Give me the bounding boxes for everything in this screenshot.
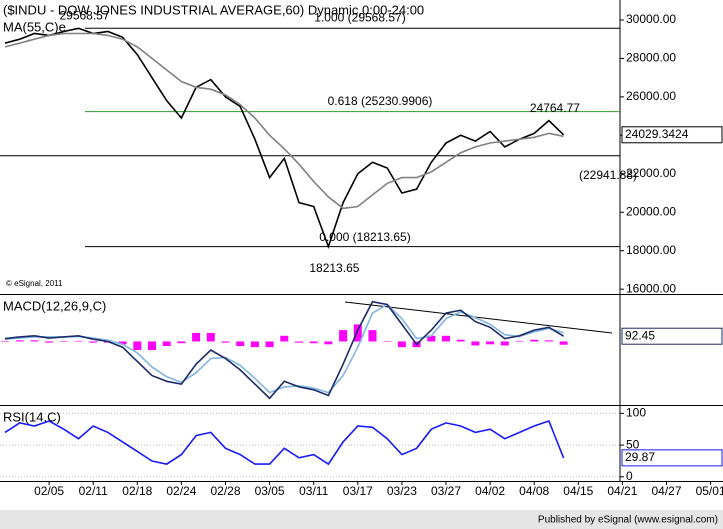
footer-band xyxy=(0,510,723,529)
histogram-bar xyxy=(250,341,259,348)
histogram-bar xyxy=(339,330,348,342)
copyright: © eSignal, 2011 xyxy=(6,279,63,288)
histogram-bar xyxy=(265,341,274,348)
histogram-bar xyxy=(206,332,215,342)
histogram-bar xyxy=(74,340,83,342)
last-value-box xyxy=(621,126,723,144)
histogram-bar xyxy=(118,341,127,345)
histogram-bar xyxy=(221,341,230,343)
x-tick-label: 04/02 xyxy=(475,484,505,498)
last-value-box xyxy=(621,449,723,467)
x-tick-label: 04/15 xyxy=(563,484,593,498)
x-tick-label: 03/27 xyxy=(431,484,461,498)
last-value-label: 24029.3424 xyxy=(625,127,689,141)
panel-label: MACD(12,26,9,C) xyxy=(3,298,106,313)
histogram-bar xyxy=(177,341,186,344)
x-tick-label: 03/11 xyxy=(299,484,328,498)
histogram-bar xyxy=(530,339,539,342)
histogram-bar xyxy=(515,340,524,342)
panel-label: MA(55,C)e xyxy=(3,19,66,34)
histogram-bar xyxy=(442,335,450,342)
y-tick-label: 16000.00 xyxy=(626,281,676,295)
histogram-bar xyxy=(45,341,54,343)
histogram-bar xyxy=(162,341,171,347)
histogram-bar xyxy=(559,341,568,345)
x-tick-label: 02/18 xyxy=(122,484,152,498)
y-tick-label: 30000.00 xyxy=(626,12,676,26)
histogram-bar xyxy=(383,341,392,342)
histogram-bar xyxy=(280,335,289,342)
x-tick-label: 04/21 xyxy=(607,484,637,498)
histogram-bar xyxy=(192,332,201,342)
histogram-bar xyxy=(324,341,333,345)
histogram-bar xyxy=(471,341,480,346)
y-tick-label: 22000.00 xyxy=(626,166,676,180)
histogram-bar xyxy=(236,341,245,347)
chart-title: ($INDU - DOW JONES INDUSTRIAL AVERAGE,60… xyxy=(3,2,424,17)
series-line xyxy=(4,32,564,210)
histogram-bar xyxy=(456,339,465,342)
y-tick-label: 50 xyxy=(626,437,640,451)
series-line xyxy=(4,300,565,400)
level-label: 0.618 (25230.9906) xyxy=(328,94,433,108)
level-label: (22941.88) xyxy=(579,168,637,182)
level-label: 1.000 (29568.57) xyxy=(314,10,405,24)
x-tick-label: 02/05 xyxy=(34,484,64,498)
data-label: 24764.77 xyxy=(530,101,580,115)
last-value-label: 92.45 xyxy=(625,328,655,342)
y-tick-label: 26000.00 xyxy=(626,89,676,103)
histogram-bar xyxy=(1,340,9,342)
histogram-bar xyxy=(133,341,142,350)
data-label: 29568.57 xyxy=(59,8,109,22)
x-tick-label: 03/17 xyxy=(343,484,373,498)
series-line xyxy=(4,303,564,394)
y-tick-label: 18000.00 xyxy=(626,243,676,257)
level-label: 0.000 (18213.65) xyxy=(319,230,410,244)
series-line xyxy=(4,419,565,466)
y-tick-label: 20000.00 xyxy=(626,204,676,218)
data-label: 18213.65 xyxy=(309,261,359,275)
histogram-bar xyxy=(368,330,377,342)
histogram-bar xyxy=(544,340,553,342)
y-tick-label: 28000.00 xyxy=(626,51,676,65)
histogram-bar xyxy=(89,341,98,343)
histogram-bar xyxy=(148,341,156,350)
histogram-bar xyxy=(397,341,406,348)
x-tick-label: 04/27 xyxy=(651,484,681,498)
footer: Published by eSignal (www.esignal.com) xyxy=(538,515,718,526)
x-tick-label: 02/28 xyxy=(210,484,240,498)
histogram-bar xyxy=(15,340,24,342)
histogram-bar xyxy=(309,341,318,344)
x-tick-label: 02/11 xyxy=(79,484,108,498)
x-tick-label: 05/01 xyxy=(696,484,723,498)
series-line xyxy=(4,27,565,250)
histogram-bar xyxy=(59,341,68,342)
histogram-bar xyxy=(486,341,495,345)
x-tick-label: 02/24 xyxy=(166,484,196,498)
histogram-bar xyxy=(427,335,436,342)
last-value-label: 29.87 xyxy=(625,450,655,464)
last-value-box xyxy=(621,327,723,345)
x-tick-label: 03/05 xyxy=(255,484,285,498)
y-tick-label: 0 xyxy=(626,469,633,483)
histogram-bar xyxy=(500,341,509,346)
x-tick-label: 03/23 xyxy=(387,484,417,498)
x-tick-label: 04/08 xyxy=(519,484,549,498)
histogram-bar xyxy=(30,340,39,342)
y-tick-label: 100 xyxy=(626,406,646,420)
histogram-bar xyxy=(353,324,362,342)
histogram-bar xyxy=(295,341,303,343)
panel-label: RSI(14,C) xyxy=(3,409,61,424)
